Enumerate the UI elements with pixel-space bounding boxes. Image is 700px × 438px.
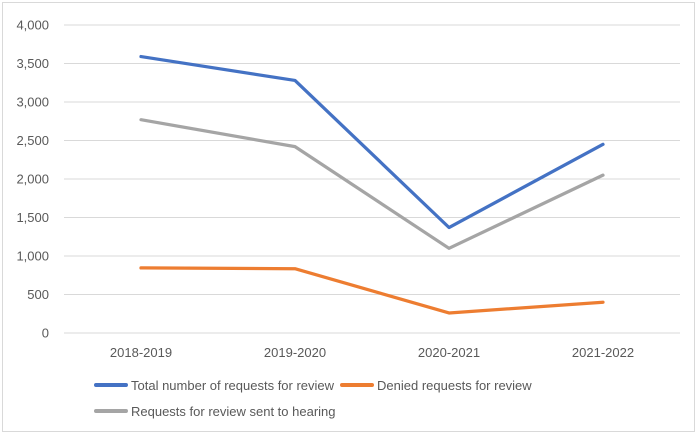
legend-line-marker [94, 409, 128, 413]
legend-line-marker [94, 383, 128, 387]
legend-label: Denied requests for review [377, 377, 532, 393]
legend-row: Requests for review sent to hearing [94, 402, 342, 420]
series-line [139, 266, 605, 315]
legend-line-marker [340, 383, 375, 387]
legend-item: Denied requests for review [340, 378, 532, 393]
y-tick-label: 2,500 [16, 133, 49, 148]
legend-label: Total number of requests for review [131, 377, 335, 393]
x-tick-label: 2021-2022 [572, 345, 634, 360]
chart-frame: 0 500 1,000 1,500 2,000 2,500 3,000 3,500 4,000 2… [2, 2, 695, 432]
x-tick-label: 2020-2021 [418, 345, 480, 360]
legend-label: Requests for review sent to hearing [131, 403, 336, 419]
x-tick-label: 2018-2019 [110, 345, 172, 360]
y-tick-label: 1,500 [16, 210, 49, 225]
y-tick-label: 1,000 [16, 249, 49, 264]
y-tick-label: 0 [42, 326, 49, 341]
y-tick-label: 500 [27, 287, 49, 302]
legend-row: Total number of requests for review Denie… [94, 376, 538, 394]
chart-svg: 0 500 1,000 1,500 2,000 2,500 3,000 3,500 4,000 2… [16, 18, 680, 360]
legend-item: Total number of requests for review [94, 378, 334, 393]
y-tick-label: 2,000 [16, 172, 49, 187]
series-line [139, 54, 605, 230]
y-tick-label: 3,500 [16, 56, 49, 71]
legend-item: Requests for review sent to hearing [94, 404, 336, 419]
y-tick-label: 3,000 [16, 95, 49, 110]
x-tick-label: 2019-2020 [264, 345, 326, 360]
y-tick-label: 4,000 [16, 18, 49, 33]
series-line [139, 118, 605, 250]
